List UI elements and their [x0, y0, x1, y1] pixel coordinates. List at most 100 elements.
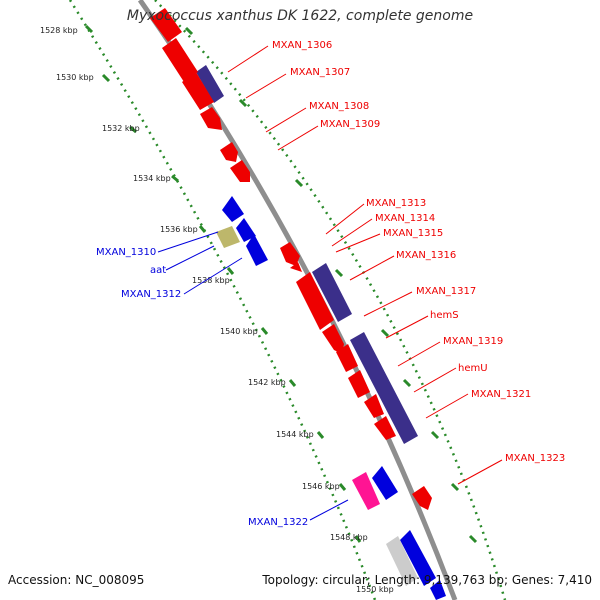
kbp-label: 1536 kbp [160, 225, 198, 234]
tick-1540 [260, 327, 269, 335]
tick-1532 [129, 125, 137, 134]
gene-forward [162, 38, 198, 82]
kbp-labels: 1528 kbp 1530 kbp 1532 kbp 1534 kbp 1536… [40, 26, 394, 594]
band-feature [312, 263, 352, 322]
tick-outer-2 [238, 98, 248, 108]
accession-text: Accession: NC_008095 [8, 573, 145, 587]
leader-line [331, 218, 373, 247]
gene-label: MXAN_1313 [366, 198, 426, 209]
tick-outer-4 [334, 268, 344, 278]
leader-line [335, 233, 381, 253]
gene-label: MXAN_1321 [471, 389, 531, 400]
leader-line [397, 341, 441, 367]
gene-label: MXAN_1306 [272, 40, 332, 51]
leader-line [227, 45, 269, 73]
left-leaders [157, 231, 349, 521]
gene-label: MXAN_1317 [416, 286, 476, 297]
gene-label: hemU [458, 363, 488, 374]
gene-forward [348, 370, 370, 398]
leader-line [265, 107, 307, 133]
tick-outer-6 [402, 378, 412, 388]
leader-line [349, 255, 395, 281]
major-ticks [84, 24, 478, 544]
misc-feature [352, 472, 380, 510]
gene-forward [374, 416, 396, 440]
outer-tick-ring [154, 0, 507, 600]
tick-1548 [354, 535, 362, 543]
gene-reverse [236, 218, 256, 242]
tick-1530 [101, 73, 111, 83]
genome-title: Myxococcus xanthus DK 1622, complete gen… [126, 8, 474, 24]
trna-feature [216, 226, 240, 248]
gene-forward [336, 344, 358, 372]
gene-label: MXAN_1319 [443, 336, 503, 347]
kbp-label: 1544 kbp [276, 430, 314, 439]
leader-line [165, 245, 215, 271]
kbp-label: 1530 kbp [56, 73, 94, 82]
gene-forward [322, 324, 344, 354]
tick-1534 [171, 174, 179, 183]
tick-1546 [338, 483, 347, 491]
tick-1536 [198, 225, 207, 233]
leader-line [277, 125, 319, 151]
tick-1542 [288, 379, 297, 387]
gene-reverse [246, 234, 268, 266]
tick-outer-8 [450, 482, 460, 492]
gene-forward [412, 486, 432, 510]
leader-line [325, 203, 365, 235]
gene-forward [150, 8, 182, 42]
leader-line [413, 367, 457, 393]
kbp-label: 1532 kbp [102, 124, 140, 133]
tick-outer-3 [294, 178, 304, 188]
gene-label: MXAN_1312 [121, 289, 181, 300]
kbp-label: 1542 kbp [248, 378, 286, 387]
tick-rings [68, 0, 507, 600]
kbp-label: 1546 kbp [302, 482, 340, 491]
gene-forward [220, 142, 238, 162]
gene-label: MXAN_1307 [290, 67, 350, 78]
tick-outer-5 [380, 328, 390, 338]
leader-line [183, 257, 243, 295]
kbp-label: 1540 kbp [220, 327, 258, 336]
reverse-genes [222, 196, 446, 600]
gene-label: MXAN_1314 [375, 213, 435, 224]
kbp-label: 1528 kbp [40, 26, 78, 35]
right-labels: MXAN_1306 MXAN_1307 MXAN_1308 MXAN_1309 … [272, 40, 565, 464]
leader-line [457, 459, 503, 485]
gene-forward [230, 160, 250, 182]
gene-label: MXAN_1310 [96, 247, 156, 258]
tick-1544 [316, 431, 325, 439]
gene-label: MXAN_1323 [505, 453, 565, 464]
tick-1538 [226, 267, 235, 275]
leader-line [309, 499, 349, 521]
gene-forward [364, 394, 384, 418]
tick-outer-9 [468, 534, 478, 544]
gene-forward [200, 107, 222, 130]
rrna-feature [386, 536, 418, 586]
forward-genes [150, 8, 432, 510]
gene-forward [280, 242, 300, 266]
gene-reverse [222, 196, 244, 222]
leader-line [245, 73, 287, 99]
left-labels: MXAN_1310 aat MXAN_1312 MXAN_1322 [96, 247, 308, 528]
gene-label: MXAN_1322 [248, 517, 308, 528]
gene-label: MXAN_1309 [320, 119, 380, 130]
tick-outer-7 [430, 430, 440, 440]
gene-forward [290, 262, 302, 272]
leader-line [157, 231, 219, 253]
right-leaders [227, 45, 503, 485]
inner-tick-ring [68, 0, 377, 600]
band-feature [196, 65, 224, 103]
gene-label: aat [150, 265, 166, 276]
leader-line [425, 393, 469, 419]
leader-line [385, 315, 429, 339]
gene-forward [296, 272, 334, 330]
tick-1528 [84, 24, 94, 34]
topology-text: Topology: circular; Length: 9,139,763 bp… [262, 573, 592, 587]
gene-reverse [400, 530, 436, 586]
kbp-label: 1534 kbp [133, 174, 171, 183]
band-features [196, 65, 418, 444]
gene-reverse [372, 466, 398, 500]
kbp-label: 1538 kbp [192, 276, 230, 285]
